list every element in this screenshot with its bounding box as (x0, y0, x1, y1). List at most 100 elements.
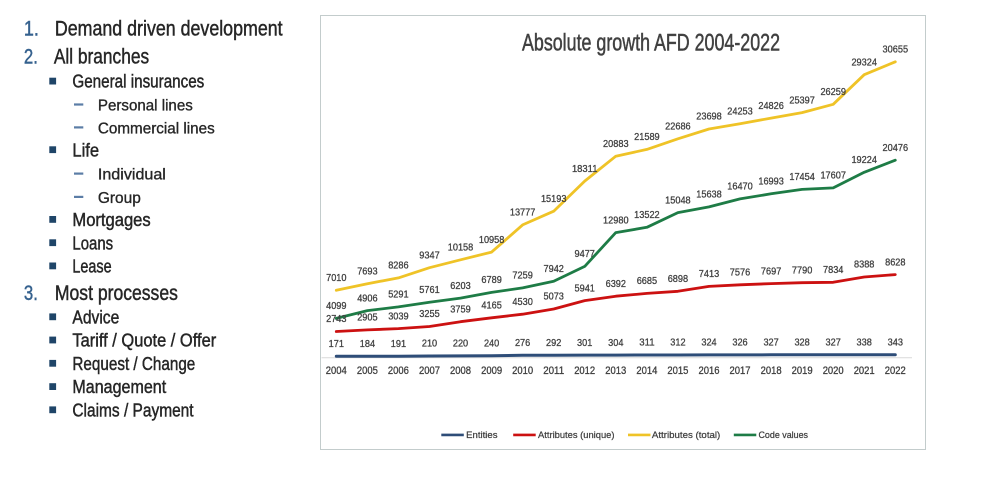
svg-text:Demand driven development: Demand driven development (55, 18, 283, 41)
svg-text:7790: 7790 (792, 264, 813, 276)
svg-text:324: 324 (701, 337, 716, 349)
svg-text:Lease: Lease (72, 257, 111, 277)
svg-text:2014: 2014 (636, 365, 657, 377)
svg-text:Individual: Individual (98, 167, 166, 184)
svg-text:2905: 2905 (357, 312, 378, 324)
svg-text:312: 312 (670, 337, 685, 349)
svg-text:6392: 6392 (606, 278, 627, 290)
svg-text:21589: 21589 (634, 131, 660, 143)
svg-text:2008: 2008 (450, 365, 471, 377)
svg-text:1.: 1. (24, 18, 39, 41)
svg-text:6789: 6789 (481, 274, 502, 286)
svg-text:7413: 7413 (699, 268, 720, 280)
svg-text:343: 343 (888, 336, 903, 348)
svg-text:13777: 13777 (510, 207, 536, 219)
svg-text:301: 301 (577, 337, 592, 349)
svg-text:26259: 26259 (820, 86, 846, 98)
svg-text:13522: 13522 (634, 209, 660, 221)
svg-text:3039: 3039 (388, 310, 409, 322)
svg-text:All branches: All branches (54, 46, 149, 69)
svg-text:Management: Management (72, 377, 166, 397)
svg-text:17454: 17454 (789, 171, 815, 183)
svg-text:8628: 8628 (885, 256, 906, 268)
svg-text:30655: 30655 (883, 44, 909, 56)
svg-text:22686: 22686 (665, 121, 691, 133)
svg-text:15048: 15048 (665, 194, 691, 206)
svg-text:327: 327 (763, 337, 778, 349)
svg-text:12980: 12980 (603, 214, 629, 226)
svg-text:Request / Change: Request / Change (72, 354, 195, 374)
svg-text:7693: 7693 (357, 265, 378, 277)
svg-text:8388: 8388 (854, 259, 875, 271)
svg-text:2020: 2020 (823, 365, 844, 377)
svg-text:9347: 9347 (419, 249, 440, 261)
svg-text:Group: Group (98, 190, 141, 207)
svg-text:2017: 2017 (730, 365, 751, 377)
svg-text:2007: 2007 (419, 365, 440, 377)
svg-text:326: 326 (732, 337, 747, 349)
svg-text:328: 328 (794, 337, 809, 349)
svg-text:2005: 2005 (357, 365, 378, 377)
svg-text:191: 191 (391, 338, 406, 350)
svg-text:Mortgages: Mortgages (72, 210, 150, 230)
svg-text:5291: 5291 (388, 289, 409, 301)
svg-text:2015: 2015 (667, 365, 688, 377)
svg-text:3255: 3255 (419, 308, 440, 320)
svg-text:2010: 2010 (512, 365, 533, 377)
svg-text:7942: 7942 (544, 263, 565, 275)
svg-text:15638: 15638 (696, 189, 722, 201)
svg-text:25397: 25397 (789, 94, 815, 106)
svg-text:Absolute growth AFD 2004-2022: Absolute growth AFD 2004-2022 (522, 30, 780, 57)
svg-text:2021: 2021 (854, 365, 875, 377)
svg-text:304: 304 (608, 337, 623, 349)
svg-text:7010: 7010 (326, 272, 347, 284)
svg-text:327: 327 (826, 337, 841, 349)
svg-text:10958: 10958 (479, 234, 505, 246)
svg-text:7834: 7834 (823, 264, 844, 276)
svg-text:2022: 2022 (885, 365, 906, 377)
svg-text:Entities: Entities (466, 430, 498, 441)
svg-text:2004: 2004 (326, 365, 347, 377)
svg-text:24253: 24253 (727, 105, 753, 117)
svg-text:16993: 16993 (758, 176, 784, 188)
svg-text:Attributes (total): Attributes (total) (652, 430, 720, 441)
svg-text:10158: 10158 (448, 242, 474, 254)
svg-text:15193: 15193 (541, 193, 567, 205)
svg-text:29324: 29324 (851, 56, 877, 68)
svg-text:Advice: Advice (72, 307, 119, 327)
svg-text:5941: 5941 (575, 282, 596, 294)
svg-text:2016: 2016 (699, 365, 720, 377)
svg-text:2011: 2011 (543, 365, 564, 377)
svg-text:2018: 2018 (761, 365, 782, 377)
svg-text:2013: 2013 (605, 365, 626, 377)
svg-text:Attributes (unique): Attributes (unique) (538, 430, 615, 441)
svg-text:Loans: Loans (72, 233, 113, 253)
svg-text:5073: 5073 (544, 291, 565, 303)
svg-text:20883: 20883 (603, 138, 629, 150)
svg-text:171: 171 (329, 338, 344, 350)
svg-text:Life: Life (72, 140, 99, 160)
svg-text:Tariff / Quote / Offer: Tariff / Quote / Offer (72, 331, 216, 351)
svg-text:184: 184 (360, 338, 375, 350)
svg-text:Code values: Code values (759, 430, 809, 441)
svg-text:2006: 2006 (388, 365, 409, 377)
svg-text:7697: 7697 (761, 265, 782, 277)
svg-text:240: 240 (484, 337, 499, 349)
svg-text:17607: 17607 (820, 170, 846, 182)
svg-text:5761: 5761 (419, 284, 440, 296)
svg-text:2743: 2743 (326, 313, 347, 325)
svg-text:210: 210 (422, 338, 437, 350)
svg-text:23698: 23698 (696, 111, 722, 123)
svg-text:2009: 2009 (481, 365, 502, 377)
svg-text:311: 311 (639, 337, 654, 349)
svg-text:20476: 20476 (883, 142, 909, 154)
svg-text:Claims / Payment: Claims / Payment (72, 400, 193, 420)
svg-text:4530: 4530 (512, 296, 533, 308)
svg-text:4165: 4165 (481, 300, 502, 312)
svg-text:6685: 6685 (637, 275, 658, 287)
svg-text:General insurances: General insurances (72, 72, 204, 92)
svg-text:276: 276 (515, 337, 530, 349)
svg-text:18311: 18311 (572, 163, 598, 175)
svg-text:Personal lines: Personal lines (98, 97, 193, 114)
svg-text:3.: 3. (24, 282, 38, 305)
